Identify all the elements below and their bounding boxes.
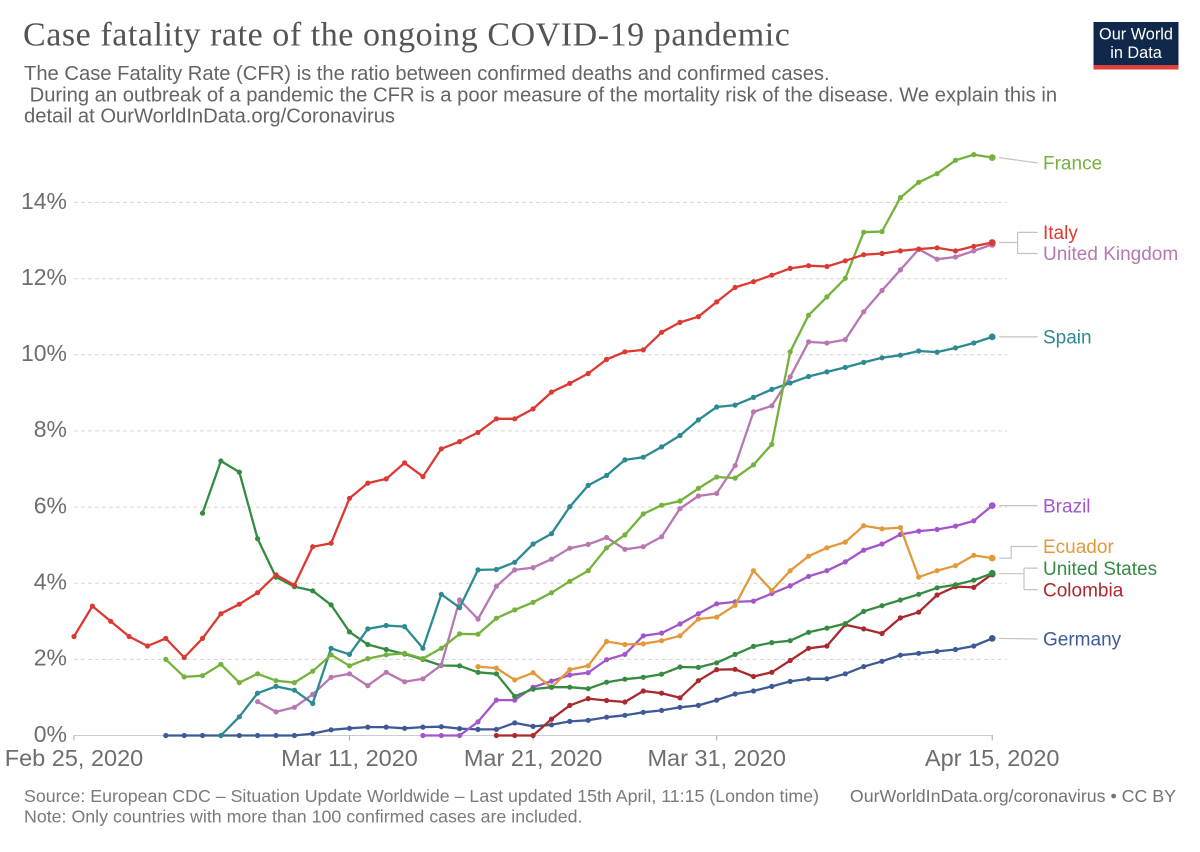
svg-text:Mar 11, 2020: Mar 11, 2020	[281, 745, 418, 771]
svg-text:4%: 4%	[34, 569, 67, 595]
svg-text:Mar 31, 2020: Mar 31, 2020	[647, 745, 785, 771]
svg-text:detail at OurWorldInData.org/C: detail at OurWorldInData.org/Coronavirus	[24, 105, 395, 127]
svg-text:Ecuador: Ecuador	[1043, 537, 1114, 558]
svg-text:Our World: Our World	[1099, 26, 1173, 44]
svg-text:Germany: Germany	[1043, 630, 1122, 651]
svg-text:10%: 10%	[21, 340, 67, 366]
svg-text:0%: 0%	[34, 721, 67, 747]
svg-text:Apr 15, 2020: Apr 15, 2020	[925, 745, 1060, 771]
svg-text:United States: United States	[1043, 559, 1157, 580]
svg-text:During an outbreak of a pandem: During an outbreak of a pandemic the CFR…	[24, 84, 1057, 106]
svg-text:Feb 25, 2020: Feb 25, 2020	[5, 745, 144, 771]
svg-text:12%: 12%	[21, 264, 67, 290]
svg-text:2%: 2%	[34, 645, 67, 671]
svg-text:Colombia: Colombia	[1043, 580, 1124, 601]
svg-text:in Data: in Data	[1110, 44, 1163, 62]
svg-text:14%: 14%	[21, 188, 67, 214]
svg-text:Note: Only countries with more: Note: Only countries with more than 100 …	[24, 807, 582, 827]
svg-text:Mar 21, 2020: Mar 21, 2020	[464, 745, 602, 771]
svg-text:Brazil: Brazil	[1043, 496, 1091, 517]
svg-text:Italy: Italy	[1043, 223, 1078, 244]
svg-text:OurWorldInData.org/coronavirus: OurWorldInData.org/coronavirus • CC BY	[850, 786, 1176, 806]
svg-text:The Case Fatality Rate (CFR) i: The Case Fatality Rate (CFR) is the rati…	[24, 63, 830, 85]
svg-text:Source: European CDC – Situati: Source: European CDC – Situation Update …	[24, 786, 819, 806]
svg-text:France: France	[1043, 154, 1102, 175]
svg-text:6%: 6%	[34, 492, 67, 518]
svg-text:Spain: Spain	[1043, 328, 1092, 349]
svg-text:8%: 8%	[34, 416, 67, 442]
svg-text:United Kingdom: United Kingdom	[1043, 244, 1178, 265]
svg-text:Case fatality rate of the ongo: Case fatality rate of the ongoing COVID-…	[23, 17, 790, 54]
